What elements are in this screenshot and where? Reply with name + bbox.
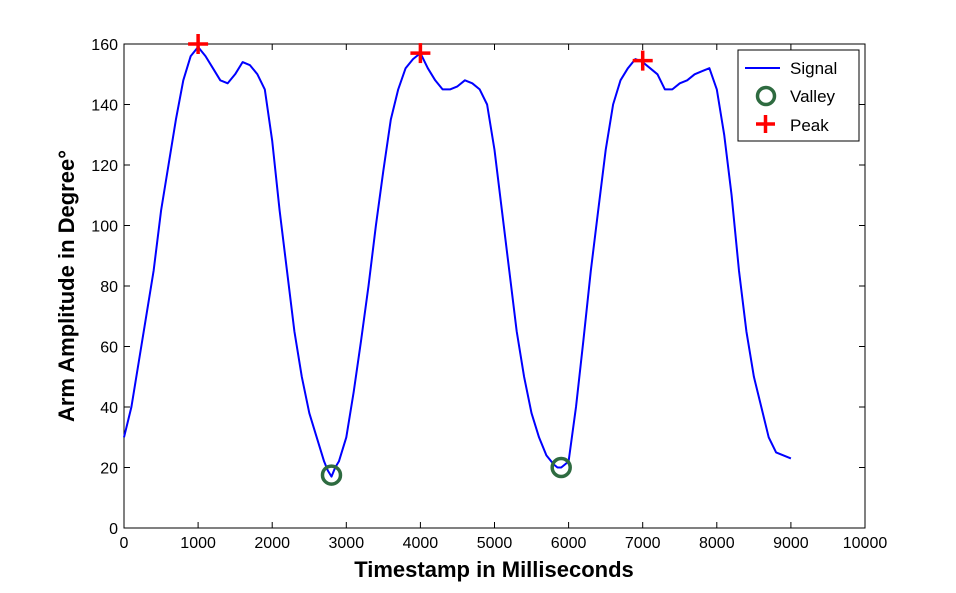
legend-peak-swatch bbox=[756, 115, 775, 133]
y-tick-label: 160 bbox=[91, 37, 118, 54]
x-tick-label: 10000 bbox=[843, 535, 888, 552]
x-tick-label: 6000 bbox=[551, 535, 587, 552]
y-tick-label: 140 bbox=[91, 98, 118, 115]
legend-valley-swatch bbox=[755, 85, 777, 107]
y-tick-label: 60 bbox=[100, 340, 118, 357]
y-axis: 0 20 40 60 80 100 120 140 160 bbox=[91, 37, 865, 538]
x-tick-label: 8000 bbox=[699, 535, 735, 552]
legend-peak-label: Peak bbox=[790, 116, 829, 135]
valley-marker bbox=[320, 464, 343, 486]
x-tick-label: 4000 bbox=[403, 535, 439, 552]
peak-marker bbox=[410, 43, 431, 64]
y-tick-label: 0 bbox=[109, 521, 118, 538]
valley-marker bbox=[550, 456, 572, 479]
x-tick-label: 9000 bbox=[773, 535, 809, 552]
x-axis-title: Timestamp in Milliseconds bbox=[354, 557, 634, 582]
y-tick-label: 120 bbox=[91, 158, 118, 175]
y-axis-title: Arm Amplitude in Degree° bbox=[54, 150, 79, 422]
x-tick-label: 1000 bbox=[180, 535, 216, 552]
legend-valley-label: Valley bbox=[790, 87, 836, 106]
x-tick-label: 5000 bbox=[477, 535, 513, 552]
legend: Signal Valley Peak bbox=[737, 49, 860, 142]
legend-signal-label: Signal bbox=[790, 59, 837, 78]
peak-marker bbox=[632, 50, 653, 71]
x-tick-label: 2000 bbox=[254, 535, 290, 552]
y-tick-label: 40 bbox=[100, 400, 118, 417]
x-axis: 0 1000 2000 3000 4000 5000 6000 7000 8000 9000 100… bbox=[120, 44, 888, 552]
x-tick-label: 3000 bbox=[329, 535, 365, 552]
x-tick-label: 0 bbox=[120, 535, 129, 552]
series-layer bbox=[123, 34, 792, 486]
y-tick-label: 20 bbox=[100, 461, 118, 478]
y-tick-label: 80 bbox=[100, 279, 118, 296]
y-tick-label: 100 bbox=[91, 219, 118, 236]
peak-marker bbox=[188, 34, 209, 54]
x-tick-label: 7000 bbox=[625, 535, 661, 552]
signal-line bbox=[123, 46, 792, 478]
